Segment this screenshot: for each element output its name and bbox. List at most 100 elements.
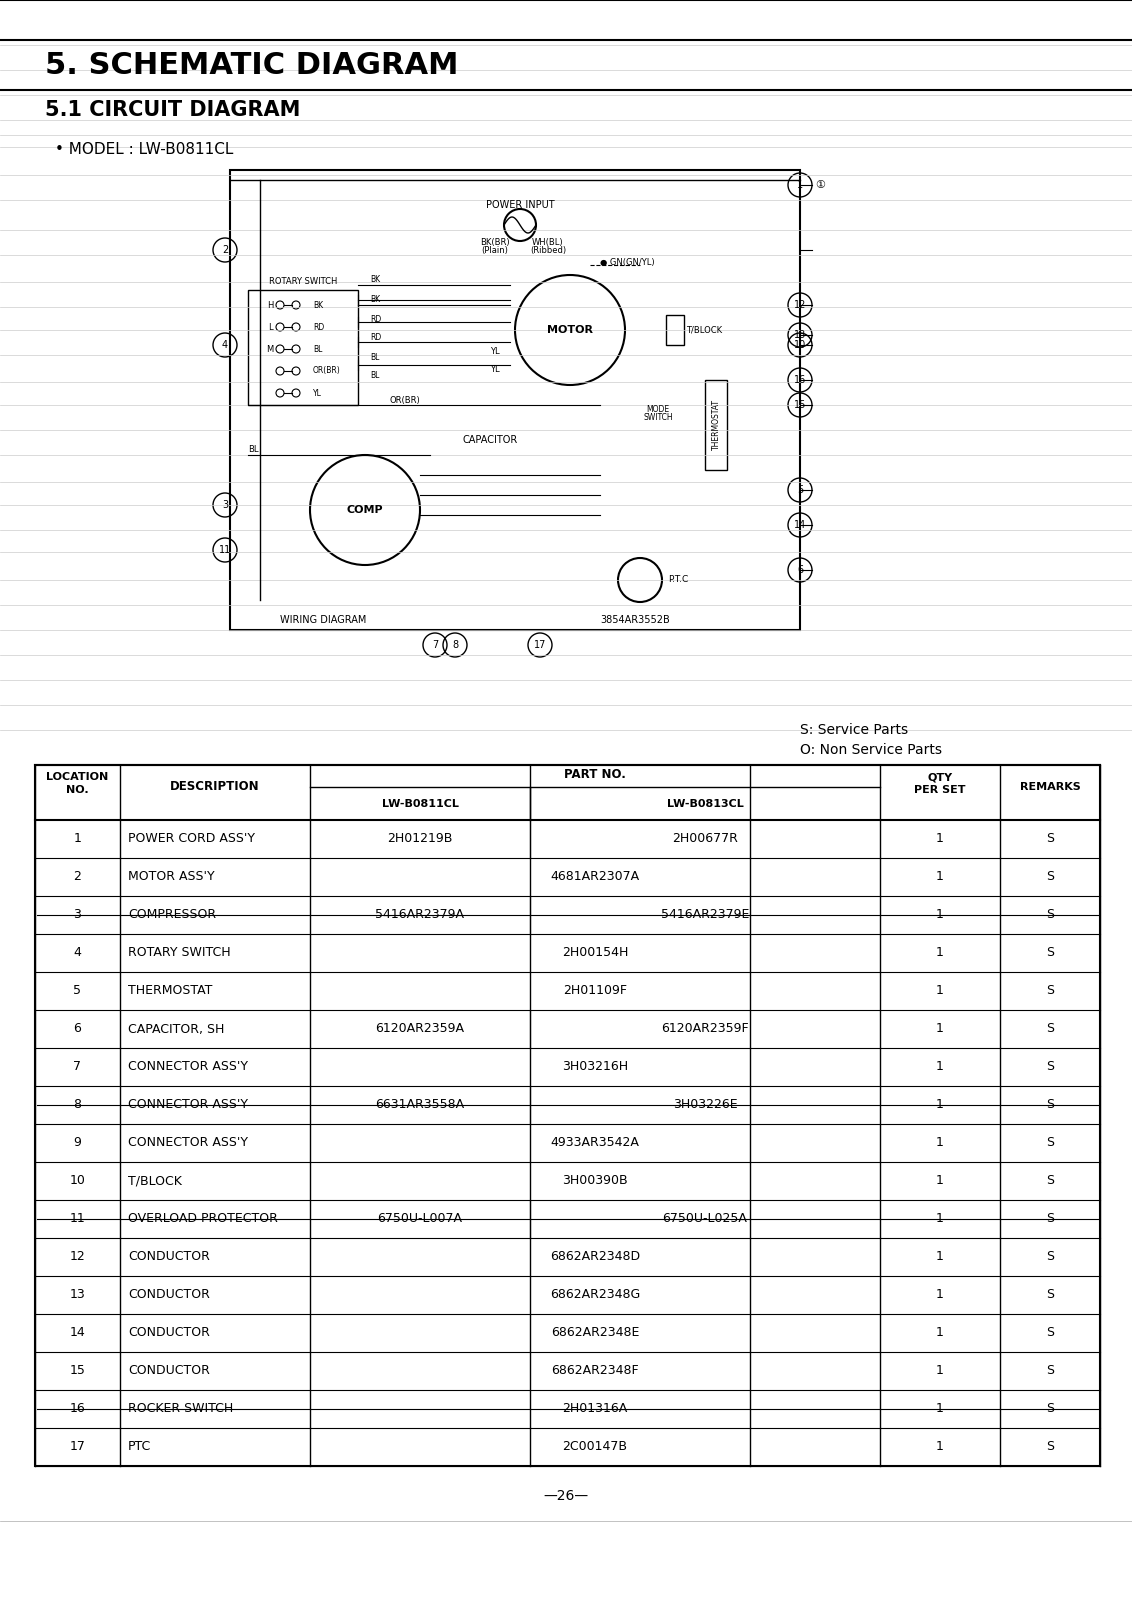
Bar bbox=[705, 379, 727, 470]
Text: CONNECTOR ASS'Y: CONNECTOR ASS'Y bbox=[128, 1099, 248, 1112]
Text: 3: 3 bbox=[74, 909, 82, 922]
Bar bbox=[35, 765, 1100, 1466]
Text: S: S bbox=[1046, 1213, 1054, 1226]
Text: H: H bbox=[267, 301, 273, 309]
Text: 6750U-L025A: 6750U-L025A bbox=[662, 1213, 747, 1226]
Text: LW-B0813CL: LW-B0813CL bbox=[667, 798, 744, 810]
Text: OR(BR): OR(BR) bbox=[314, 366, 341, 376]
Text: 5: 5 bbox=[74, 984, 82, 997]
Text: QTY: QTY bbox=[927, 773, 952, 782]
Text: 10: 10 bbox=[794, 341, 806, 350]
Text: BK: BK bbox=[314, 301, 323, 309]
Text: LOCATION: LOCATION bbox=[46, 773, 109, 782]
Text: O: Non Service Parts: O: Non Service Parts bbox=[800, 742, 942, 757]
Text: 1: 1 bbox=[936, 1365, 944, 1378]
Text: 6862AR2348G: 6862AR2348G bbox=[550, 1288, 640, 1301]
Text: 6862AR2348E: 6862AR2348E bbox=[551, 1326, 640, 1339]
Text: S: S bbox=[1046, 832, 1054, 845]
Text: YL: YL bbox=[314, 389, 321, 397]
Text: RD: RD bbox=[370, 315, 381, 325]
Text: DESCRIPTION: DESCRIPTION bbox=[170, 781, 260, 794]
Text: S: S bbox=[1046, 1022, 1054, 1035]
Text: CONDUCTOR: CONDUCTOR bbox=[128, 1365, 209, 1378]
Text: 2H01109F: 2H01109F bbox=[563, 984, 627, 997]
Text: S: S bbox=[1046, 1174, 1054, 1187]
Text: 12: 12 bbox=[70, 1251, 85, 1264]
Text: 7: 7 bbox=[74, 1061, 82, 1074]
Text: POWER INPUT: POWER INPUT bbox=[486, 200, 555, 210]
Text: S: S bbox=[1046, 1251, 1054, 1264]
Text: L: L bbox=[267, 323, 273, 331]
Text: CONDUCTOR: CONDUCTOR bbox=[128, 1251, 209, 1264]
Text: S: S bbox=[1046, 1061, 1054, 1074]
Text: S: S bbox=[1046, 1440, 1054, 1453]
Text: BL: BL bbox=[370, 371, 379, 379]
Text: REMARKS: REMARKS bbox=[1020, 782, 1080, 792]
Text: 5416AR2379A: 5416AR2379A bbox=[376, 909, 464, 922]
Text: S: S bbox=[1046, 1136, 1054, 1149]
Text: BL: BL bbox=[314, 344, 323, 354]
Text: M: M bbox=[266, 344, 274, 354]
Text: 14: 14 bbox=[794, 520, 806, 530]
Text: LW-B0811CL: LW-B0811CL bbox=[381, 798, 458, 810]
Text: 6862AR2348D: 6862AR2348D bbox=[550, 1251, 640, 1264]
Text: BK(BR): BK(BR) bbox=[480, 237, 509, 246]
Text: ROCKER SWITCH: ROCKER SWITCH bbox=[128, 1403, 233, 1416]
Text: 3H00390B: 3H00390B bbox=[563, 1174, 628, 1187]
Text: T/BLOCK: T/BLOCK bbox=[128, 1174, 182, 1187]
Text: 9: 9 bbox=[74, 1136, 82, 1149]
Text: 15: 15 bbox=[69, 1365, 85, 1378]
Text: 17: 17 bbox=[69, 1440, 85, 1453]
Text: S: S bbox=[1046, 1099, 1054, 1112]
Text: BK: BK bbox=[370, 275, 380, 285]
Text: 1: 1 bbox=[936, 1099, 944, 1112]
Text: MOTOR ASS'Y: MOTOR ASS'Y bbox=[128, 870, 215, 883]
Text: 4: 4 bbox=[74, 947, 82, 960]
Text: S: S bbox=[1046, 1288, 1054, 1301]
Text: NO.: NO. bbox=[66, 786, 88, 795]
Text: 2H00677R: 2H00677R bbox=[672, 832, 738, 845]
Text: 5: 5 bbox=[797, 485, 803, 494]
Text: ROTARY SWITCH: ROTARY SWITCH bbox=[128, 947, 231, 960]
Text: 8: 8 bbox=[74, 1099, 82, 1112]
Text: • MODEL : LW-B0811CL: • MODEL : LW-B0811CL bbox=[55, 142, 233, 157]
Text: 6862AR2348F: 6862AR2348F bbox=[551, 1365, 638, 1378]
Bar bbox=[248, 290, 358, 405]
Text: ● GN(GN/YL): ● GN(GN/YL) bbox=[600, 258, 654, 267]
Text: CONNECTOR ASS'Y: CONNECTOR ASS'Y bbox=[128, 1136, 248, 1149]
Text: 6: 6 bbox=[74, 1022, 82, 1035]
Text: 13: 13 bbox=[794, 330, 806, 341]
Text: 16: 16 bbox=[794, 374, 806, 386]
Text: 15: 15 bbox=[794, 400, 806, 410]
Text: OR(BR): OR(BR) bbox=[391, 395, 421, 405]
Text: S: S bbox=[1046, 1326, 1054, 1339]
Text: 6631AR3558A: 6631AR3558A bbox=[376, 1099, 464, 1112]
Text: 1: 1 bbox=[936, 909, 944, 922]
Text: 1: 1 bbox=[936, 1136, 944, 1149]
Text: P.T.C: P.T.C bbox=[668, 576, 688, 584]
Text: 2C00147B: 2C00147B bbox=[563, 1440, 627, 1453]
Text: CAPACITOR, SH: CAPACITOR, SH bbox=[128, 1022, 224, 1035]
Text: 12: 12 bbox=[794, 301, 806, 310]
Text: 5. SCHEMATIC DIAGRAM: 5. SCHEMATIC DIAGRAM bbox=[45, 51, 458, 80]
Text: 6750U-L007A: 6750U-L007A bbox=[377, 1213, 463, 1226]
Text: CONDUCTOR: CONDUCTOR bbox=[128, 1288, 209, 1301]
Text: 1: 1 bbox=[936, 870, 944, 883]
Text: 1: 1 bbox=[936, 1403, 944, 1416]
Text: YL: YL bbox=[490, 347, 499, 357]
Text: SWITCH: SWITCH bbox=[643, 413, 672, 421]
Text: 2: 2 bbox=[74, 870, 82, 883]
Text: 10: 10 bbox=[69, 1174, 85, 1187]
Text: 5.1 CIRCUIT DIAGRAM: 5.1 CIRCUIT DIAGRAM bbox=[45, 99, 300, 120]
Text: 13: 13 bbox=[70, 1288, 85, 1301]
Text: S: S bbox=[1046, 1365, 1054, 1378]
Text: (Plain): (Plain) bbox=[481, 245, 508, 254]
Text: CONNECTOR ASS'Y: CONNECTOR ASS'Y bbox=[128, 1061, 248, 1074]
Text: S: S bbox=[1046, 947, 1054, 960]
Text: 5416AR2379E: 5416AR2379E bbox=[661, 909, 749, 922]
Text: WH(BL): WH(BL) bbox=[532, 237, 564, 246]
Text: YL: YL bbox=[490, 365, 499, 374]
Text: RD: RD bbox=[370, 333, 381, 342]
Text: 1: 1 bbox=[936, 1213, 944, 1226]
Text: 7: 7 bbox=[432, 640, 438, 650]
